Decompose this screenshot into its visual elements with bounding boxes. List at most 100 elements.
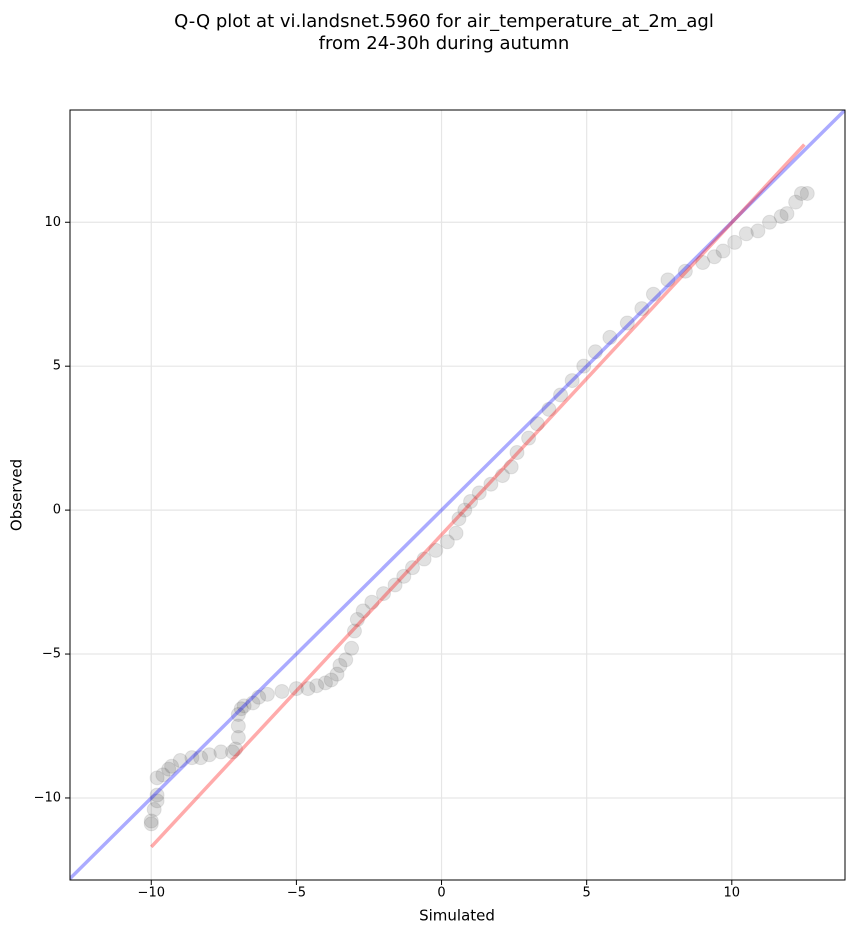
scatter-point — [660, 272, 676, 288]
scatter-point — [309, 678, 325, 694]
scatter-point — [448, 525, 464, 541]
scatter-point — [416, 551, 432, 567]
scatter-point — [521, 430, 537, 446]
scatter-point — [323, 672, 339, 688]
scatter-point — [317, 675, 333, 691]
scatter-point — [576, 358, 592, 374]
scatter-point — [463, 493, 479, 509]
scatter-point — [529, 416, 545, 432]
reference-line — [70, 110, 845, 880]
scatter-point — [329, 666, 345, 682]
chart-title: Q-Q plot at vi.landsnet.5960 for air_tem… — [174, 11, 714, 32]
scatter-point — [799, 185, 815, 201]
scatter-point — [439, 534, 455, 550]
x-tick-label: −10 — [138, 886, 165, 901]
scatter-point — [396, 568, 412, 584]
x-tick-label: 0 — [437, 886, 445, 901]
scatter-point — [143, 813, 159, 829]
scatter-point — [695, 255, 711, 271]
scatter-point — [602, 329, 618, 345]
x-tick-label: 5 — [583, 886, 591, 901]
scatter-point — [143, 816, 159, 832]
scatter-point — [587, 344, 603, 360]
scatter-point — [405, 560, 421, 576]
scatter-point — [149, 770, 165, 786]
scatter-point — [375, 586, 391, 602]
axes-frame — [69, 109, 846, 881]
y-tick-label: 0 — [53, 503, 61, 518]
scatter-point — [300, 681, 316, 697]
y-axis-label: Observed — [8, 459, 26, 531]
scatter-point — [779, 206, 795, 222]
scatter-point — [146, 801, 162, 817]
scatter-point — [225, 744, 241, 760]
scatter-point — [471, 485, 487, 501]
scatter-point — [483, 476, 499, 492]
scatter-point — [738, 226, 754, 242]
scatter-point — [338, 652, 354, 668]
scatter-point — [509, 445, 525, 461]
scatter-point — [288, 681, 304, 697]
scatter-point — [149, 787, 165, 803]
scatter-point — [541, 401, 557, 417]
scatter-point — [245, 695, 261, 711]
scatter-point — [332, 658, 348, 674]
scatter-point — [251, 689, 267, 705]
scatter-point — [387, 577, 403, 593]
y-tick-label: 5 — [53, 359, 61, 374]
scatter-point — [201, 747, 217, 763]
scatter-point — [233, 701, 249, 717]
reference-line — [149, 143, 806, 849]
x-axis-label: Simulated — [419, 907, 495, 925]
scatter-point — [346, 623, 362, 639]
scatter-point — [230, 730, 246, 746]
scatter-point — [259, 686, 275, 702]
scatter-point — [161, 761, 177, 777]
scatter-point — [164, 758, 180, 774]
scatter-point — [706, 249, 722, 265]
scatter-point — [634, 301, 650, 317]
scatter-point — [344, 640, 360, 656]
grid — [70, 110, 845, 880]
scatter-point — [184, 750, 200, 766]
scatter-point — [727, 234, 743, 250]
scatter-point — [773, 209, 789, 225]
y-tick-label: 10 — [44, 215, 61, 230]
scatter-point — [715, 243, 731, 259]
scatter-point — [364, 594, 380, 610]
scatter-point — [750, 223, 766, 239]
scatter-point — [503, 459, 519, 475]
plot-area — [70, 110, 845, 880]
scatter-point — [428, 542, 444, 558]
scatter-point — [457, 502, 473, 518]
scatter-point — [227, 741, 243, 757]
scatter-point — [788, 194, 804, 210]
scatter-point — [553, 387, 569, 403]
scatter-point — [645, 286, 661, 302]
scatter-point — [451, 511, 467, 527]
y-tick-label: −5 — [42, 647, 61, 662]
y-tick-label: −10 — [34, 790, 61, 805]
scatter-point — [155, 767, 171, 783]
scatter-point — [149, 793, 165, 809]
scatter-point — [172, 753, 188, 769]
scatter-point — [230, 718, 246, 734]
scatter-point — [494, 468, 510, 484]
scatter-point — [230, 706, 246, 722]
scatter-point — [274, 683, 290, 699]
chart-title: from 24-30h during autumn — [319, 33, 570, 54]
x-tick-label: 10 — [724, 886, 741, 901]
scatter-point — [213, 744, 229, 760]
scatter-point — [619, 315, 635, 331]
scatter-point — [349, 611, 365, 627]
x-tick-label: −5 — [287, 886, 306, 901]
scatter-point — [762, 214, 778, 230]
scatter-point — [564, 373, 580, 389]
scatter-point — [236, 698, 252, 714]
scatter-point — [793, 185, 809, 201]
scatter-point — [355, 603, 371, 619]
scatter-point — [193, 750, 209, 766]
scatter-point — [677, 263, 693, 279]
